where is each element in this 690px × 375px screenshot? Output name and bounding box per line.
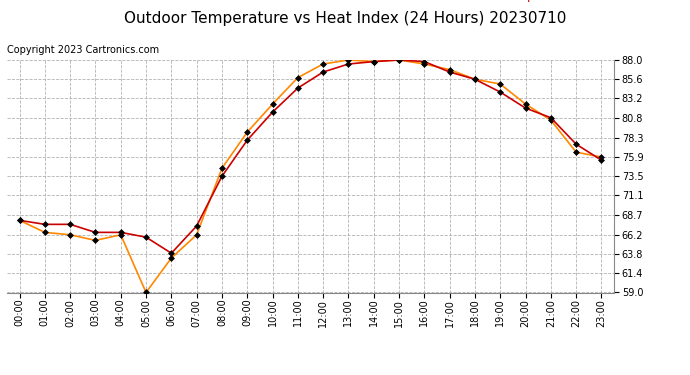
Heat Index  (°F) [446,68,454,72]
Heat Index  (°F) [243,130,251,134]
Temperature (°F) [66,222,75,226]
Heat Index  (°F) [598,155,606,159]
Temperature (°F) [15,218,23,223]
Temperature (°F) [420,59,428,64]
Heat Index  (°F) [41,230,49,235]
Heat Index  (°F) [294,75,302,80]
Line: Heat Index  (°F): Heat Index (°F) [17,58,604,295]
Temperature (°F) [167,251,175,255]
Temperature (°F) [294,86,302,90]
Heat Index  (°F) [572,150,580,154]
Heat Index  (°F) [496,82,504,86]
Heat Index  (°F) [471,77,479,81]
Temperature (°F) [344,62,353,66]
Temperature (°F) [546,116,555,120]
Heat Index  (°F) [344,58,353,62]
Temperature (°F) [395,58,403,62]
Heat Index  (°F) [91,238,99,243]
Temperature (°F) [370,59,378,64]
Temperature (°F) [522,106,530,110]
Heat Index  (°F) [370,59,378,64]
Text: Outdoor Temperature vs Heat Index (24 Hours) 20230710: Outdoor Temperature vs Heat Index (24 Ho… [124,11,566,26]
Heat Index  (°F) [167,256,175,260]
Heat Index  (°F) [395,58,403,62]
Legend: Heat Index  (°F), Temperature (°F): Heat Index (°F), Temperature (°F) [366,0,608,7]
Temperature (°F) [117,230,125,235]
Heat Index  (°F) [218,166,226,171]
Temperature (°F) [446,70,454,74]
Temperature (°F) [91,230,99,235]
Heat Index  (°F) [15,218,23,223]
Heat Index  (°F) [319,62,327,66]
Temperature (°F) [496,90,504,94]
Text: Copyright 2023 Cartronics.com: Copyright 2023 Cartronics.com [7,45,159,55]
Heat Index  (°F) [268,102,277,106]
Line: Temperature (°F): Temperature (°F) [17,58,604,255]
Heat Index  (°F) [420,62,428,66]
Temperature (°F) [193,224,201,228]
Heat Index  (°F) [142,290,150,295]
Temperature (°F) [142,235,150,239]
Heat Index  (°F) [117,232,125,237]
Temperature (°F) [268,110,277,114]
Heat Index  (°F) [546,118,555,122]
Temperature (°F) [598,158,606,162]
Temperature (°F) [218,174,226,178]
Temperature (°F) [319,70,327,74]
Temperature (°F) [572,142,580,146]
Temperature (°F) [41,222,49,226]
Temperature (°F) [471,77,479,81]
Heat Index  (°F) [193,232,201,237]
Heat Index  (°F) [522,102,530,106]
Heat Index  (°F) [66,232,75,237]
Temperature (°F) [243,138,251,142]
